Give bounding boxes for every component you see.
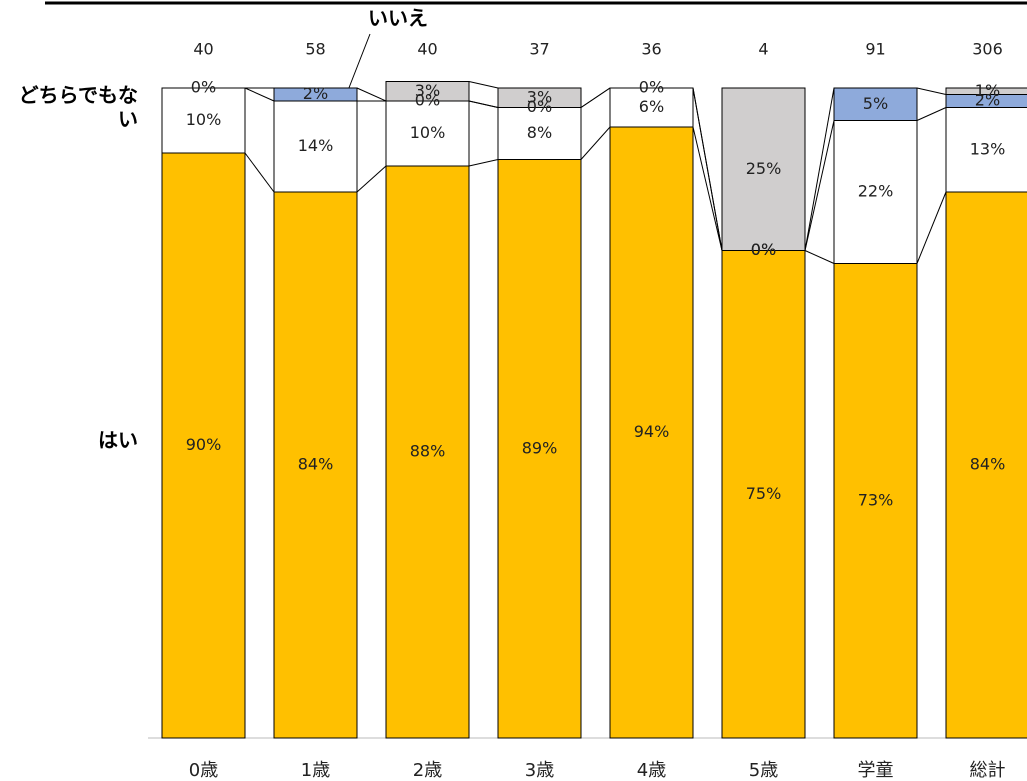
bar-segment (497, 107, 582, 160)
series-label: どちらでもない (18, 83, 138, 131)
data-label: 2% (975, 91, 1000, 110)
series-connector (468, 159, 499, 167)
total-label: 306 (972, 40, 1003, 59)
series-connector (692, 87, 723, 251)
data-label: 25% (746, 159, 782, 178)
data-label: 22% (858, 182, 894, 201)
data-label: 84% (970, 455, 1006, 474)
data-label: 13% (970, 139, 1006, 158)
x-tick-label: 3歳 (525, 760, 554, 781)
bar-segment (161, 152, 246, 739)
series-connector (356, 165, 387, 193)
bar-segment (385, 100, 470, 167)
series-connector (916, 107, 947, 121)
data-label: 3% (527, 87, 552, 106)
x-tick-label: 4歳 (637, 760, 666, 781)
data-label: 0% (527, 97, 552, 116)
bar-segment (497, 87, 582, 108)
x-tick-label: 1歳 (301, 760, 330, 781)
total-label: 40 (417, 40, 437, 59)
data-label: 0% (415, 91, 440, 110)
bar-segment (945, 191, 1027, 739)
bar-segment (609, 126, 694, 739)
data-label: 1% (975, 81, 1000, 100)
x-tick-label: 0歳 (189, 760, 218, 781)
series-label: いいえ (368, 6, 428, 30)
data-label: 10% (186, 110, 222, 129)
series-connector (244, 152, 275, 193)
x-tick-label: 5歳 (749, 760, 778, 781)
total-label: 58 (305, 40, 325, 59)
data-label: 8% (527, 123, 552, 142)
x-tick-label: 2歳 (413, 760, 442, 781)
bar-segment (385, 81, 470, 102)
data-label: 75% (746, 484, 782, 503)
data-label: 0% (191, 78, 216, 97)
series-connector (804, 250, 835, 264)
data-label: 2% (303, 84, 328, 103)
data-label: 84% (298, 455, 334, 474)
total-label: 40 (193, 40, 213, 59)
data-label: 5% (863, 94, 888, 113)
series-connector (804, 120, 835, 251)
series-connector (804, 87, 835, 251)
x-tick-label: 総計 (970, 760, 1006, 781)
series-connector (580, 126, 611, 160)
bar-segment (161, 87, 246, 154)
data-label: 0% (751, 240, 776, 259)
data-label: 94% (634, 422, 670, 441)
bar-segment (945, 107, 1027, 193)
data-label: 89% (522, 438, 558, 457)
data-label: 73% (858, 490, 894, 509)
data-label: 90% (186, 435, 222, 454)
total-label: 37 (529, 40, 549, 59)
series-connector (916, 191, 947, 264)
leader-line (344, 33, 371, 99)
series-connector (580, 87, 611, 108)
series-connector (468, 81, 499, 89)
series-label: はい (98, 428, 138, 452)
series-connector (356, 87, 387, 102)
bar-segment (833, 120, 918, 264)
data-label: 6% (639, 97, 664, 116)
bar-segment (273, 100, 358, 193)
data-label: 14% (298, 136, 334, 155)
x-tick-label: 学童 (858, 760, 894, 781)
series-connector (916, 87, 947, 95)
series-connector (468, 100, 499, 108)
bar-segment (833, 87, 918, 121)
data-label: 3% (415, 81, 440, 100)
bar-segment (609, 87, 694, 128)
data-label: 0% (639, 78, 664, 97)
bar-segment (385, 165, 470, 739)
bar-segment (721, 250, 806, 739)
total-label: 4 (758, 40, 768, 59)
bar-segment (273, 87, 358, 102)
total-label: 91 (865, 40, 885, 59)
series-connector (692, 126, 723, 251)
bar-segment (945, 87, 1027, 95)
total-label: 36 (641, 40, 661, 59)
bar-segment (721, 87, 806, 251)
bar-segment (833, 263, 918, 739)
data-label: 0% (751, 240, 776, 259)
bar-segment (497, 159, 582, 739)
series-connector (244, 87, 275, 102)
data-label: 88% (410, 442, 446, 461)
data-label: 10% (410, 123, 446, 142)
